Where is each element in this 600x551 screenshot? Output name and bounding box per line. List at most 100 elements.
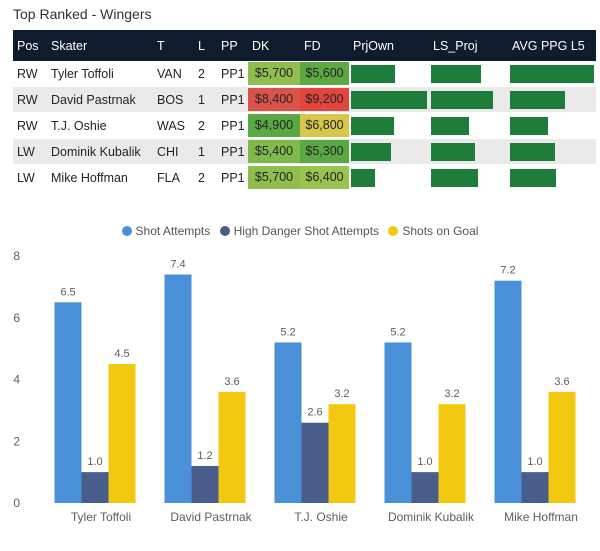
prjown-bar: [351, 168, 375, 187]
cell-dk-salary: $5,400: [248, 138, 300, 165]
prjown-bar: [351, 116, 394, 135]
dk-salary-value: $8,400: [248, 88, 300, 111]
cell-skater: David Pastrnak: [47, 86, 153, 113]
rankings-table: Pos Skater T L PP DK FD PrjOwn LS_Proj A…: [13, 30, 596, 191]
table-row[interactable]: RW David Pastrnak BOS 1 PP1 $8,400 $9,20…: [13, 86, 596, 113]
ls-proj-bar: [431, 116, 470, 135]
ls-proj-bar: [431, 90, 493, 109]
bar-shot-attempts[interactable]: [494, 280, 522, 503]
legend-label-high-danger: High Danger Shot Attempts: [233, 224, 380, 238]
cell-avg-ppg-l5: [508, 112, 596, 139]
fd-salary-value: $6,400: [300, 166, 349, 189]
dk-salary-value: $5,700: [248, 166, 300, 189]
cell-pos: RW: [13, 86, 47, 113]
legend-label-shots-on-goal: Shots on Goal: [402, 224, 479, 238]
prjown-bar: [351, 64, 396, 83]
bar-high-danger[interactable]: [191, 465, 219, 503]
x-tick-label: Dominik Kubalik: [388, 510, 475, 524]
cell-avg-ppg-l5: [508, 86, 596, 113]
cell-team: FLA: [153, 164, 194, 191]
column-header-pos[interactable]: Pos: [13, 30, 47, 61]
x-tick-label: Tyler Toffoli: [71, 510, 131, 524]
data-label-high-danger: 1.2: [197, 450, 212, 462]
high-danger-dot-icon: [219, 226, 230, 236]
cell-skater: Mike Hoffman: [47, 164, 153, 191]
dk-salary-value: $4,900: [248, 114, 300, 137]
x-tick-label: Mike Hoffman: [504, 510, 578, 524]
y-tick-label: 6: [13, 311, 20, 325]
bar-shots-on-goal[interactable]: [328, 404, 356, 503]
data-label-shots-on-goal: 3.2: [444, 388, 459, 400]
data-label-shot-attempts: 6.5: [60, 286, 75, 298]
data-label-shots-on-goal: 3.6: [224, 376, 239, 388]
page-title: Top Ranked - Wingers: [13, 6, 152, 22]
y-tick-label: 8: [13, 249, 20, 263]
cell-pp: PP1: [217, 164, 248, 191]
chart-legend: Shot Attempts High Danger Shot Attempts …: [0, 224, 600, 238]
ls-proj-bar: [431, 64, 481, 83]
cell-pos: LW: [13, 164, 47, 191]
cell-prjown: [349, 61, 429, 87]
bar-high-danger[interactable]: [411, 472, 439, 503]
cell-skater: Dominik Kubalik: [47, 138, 153, 165]
bar-shots-on-goal[interactable]: [108, 364, 136, 503]
cell-dk-salary: $5,700: [248, 61, 300, 87]
column-header-pp[interactable]: PP: [217, 30, 248, 61]
column-header-dk[interactable]: DK: [248, 30, 300, 61]
shot-attempts-dot-icon: [121, 226, 132, 236]
legend-item-shot-attempts[interactable]: Shot Attempts: [121, 224, 210, 238]
fd-salary-value: $9,200: [300, 88, 349, 111]
bar-shots-on-goal[interactable]: [548, 391, 576, 503]
cell-ls-proj: [429, 112, 508, 139]
bar-high-danger[interactable]: [301, 422, 329, 503]
cell-fd-salary: $5,600: [300, 61, 349, 87]
cell-prjown: [349, 138, 429, 165]
cell-pp: PP1: [217, 86, 248, 113]
column-header-fd[interactable]: FD: [300, 30, 349, 61]
column-header-prjown[interactable]: PrjOwn: [349, 30, 429, 61]
column-header-ls-proj[interactable]: LS_Proj: [429, 30, 508, 61]
avg-ppg-l5-bar: [510, 116, 548, 135]
bar-high-danger[interactable]: [521, 472, 549, 503]
table-row[interactable]: LW Mike Hoffman FLA 2 PP1 $5,700 $6,400: [13, 164, 596, 191]
bar-shot-attempts[interactable]: [384, 342, 412, 503]
cell-pos: RW: [13, 112, 47, 139]
cell-dk-salary: $8,400: [248, 86, 300, 113]
data-label-shots-on-goal: 3.2: [334, 388, 349, 400]
cell-avg-ppg-l5: [508, 138, 596, 165]
cell-team: CHI: [153, 138, 194, 165]
column-header-avg-ppg-l5[interactable]: AVG PPG L5: [508, 30, 596, 61]
bar-shots-on-goal[interactable]: [438, 404, 466, 503]
shots-on-goal-dot-icon: [388, 226, 399, 236]
cell-fd-salary: $6,400: [300, 164, 349, 191]
bar-shot-attempts[interactable]: [274, 342, 302, 503]
avg-ppg-l5-bar: [510, 64, 594, 83]
column-header-team[interactable]: T: [153, 30, 194, 61]
bar-high-danger[interactable]: [81, 472, 109, 503]
column-header-line[interactable]: L: [194, 30, 217, 61]
bar-shot-attempts[interactable]: [164, 274, 192, 503]
ls-proj-bar: [431, 168, 478, 187]
cell-dk-salary: $4,900: [248, 112, 300, 139]
cell-avg-ppg-l5: [508, 61, 596, 87]
cell-line: 2: [194, 164, 217, 191]
cell-pos: RW: [13, 61, 47, 87]
prjown-bar: [351, 90, 427, 109]
cell-line: 2: [194, 61, 217, 87]
bar-shots-on-goal[interactable]: [218, 391, 246, 503]
table-row[interactable]: RW Tyler Toffoli VAN 2 PP1 $5,700 $5,600: [13, 61, 596, 87]
table-row[interactable]: LW Dominik Kubalik CHI 1 PP1 $5,400 $5,3…: [13, 138, 596, 165]
x-tick-label: David Pastrnak: [170, 510, 252, 524]
cell-pp: PP1: [217, 138, 248, 165]
table-row[interactable]: RW T.J. Oshie WAS 2 PP1 $4,900 $6,800: [13, 112, 596, 139]
prjown-bar: [351, 142, 391, 161]
data-label-shot-attempts: 7.4: [170, 259, 185, 271]
y-tick-label: 0: [13, 496, 20, 510]
data-label-shots-on-goal: 4.5: [114, 348, 129, 360]
column-header-skater[interactable]: Skater: [47, 30, 153, 61]
bar-shot-attempts[interactable]: [54, 302, 82, 503]
legend-item-shots-on-goal[interactable]: Shots on Goal: [388, 224, 478, 238]
legend-item-high-danger[interactable]: High Danger Shot Attempts: [219, 224, 380, 238]
cell-fd-salary: $5,300: [300, 138, 349, 165]
cell-prjown: [349, 86, 429, 113]
